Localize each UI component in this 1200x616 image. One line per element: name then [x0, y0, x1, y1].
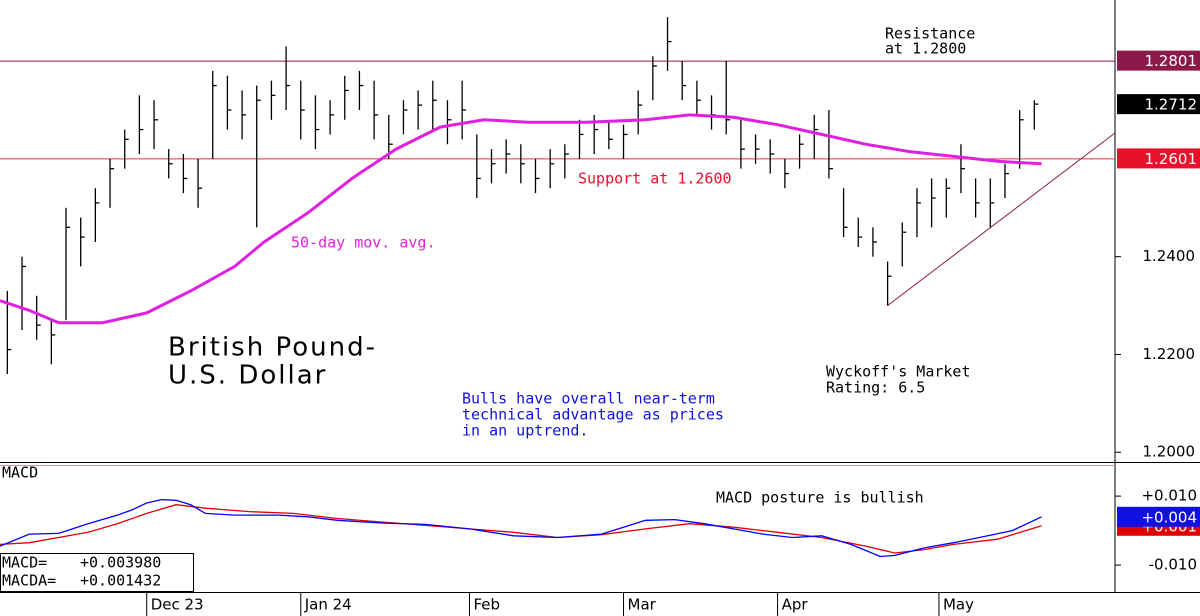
- line-series: [0, 498, 1042, 558]
- readout-label: MACDA=: [2, 572, 56, 590]
- annotation: technical advantage as prices: [462, 406, 724, 424]
- annotation: in an uptrend.: [462, 422, 588, 440]
- x-tick-label: Jan 24: [304, 596, 352, 614]
- chart-title: U.S. Dollar: [168, 361, 327, 391]
- x-tick-label: Mar: [628, 596, 657, 614]
- x-tick-label: Dec 23: [151, 596, 204, 614]
- price-tag-label: 1.2801: [1145, 52, 1198, 70]
- y-tick-label: +0.010: [1141, 487, 1197, 505]
- annotation: MACD posture is bullish: [716, 489, 924, 507]
- annotation: Wyckoff's Market: [826, 363, 971, 381]
- y-tick-label: 1.2400: [1143, 247, 1196, 265]
- annotation: Resistance: [885, 25, 975, 43]
- x-tick-label: Feb: [473, 596, 500, 614]
- x-tick-label: May: [943, 596, 974, 614]
- y-tick-label: -0.010: [1149, 556, 1197, 574]
- y-tick-label: 1.2200: [1143, 345, 1196, 363]
- line-series: [0, 504, 1042, 554]
- chart-title: British Pound-: [168, 333, 377, 363]
- x-tick-label: Apr: [782, 596, 809, 614]
- price-tag-label: 1.2712: [1145, 96, 1198, 114]
- price-tag: [1117, 50, 1200, 71]
- readout-label: MACD=: [2, 554, 47, 572]
- price-tag-label: 1.2601: [1145, 150, 1198, 168]
- panel-title: MACD: [2, 464, 38, 482]
- annotation: Support at 1.2600: [578, 170, 732, 188]
- readout-value: +0.001432: [80, 572, 161, 590]
- price-tag: [1117, 506, 1200, 527]
- annotation: Rating: 6.5: [826, 379, 925, 397]
- annotation: at 1.2800: [885, 40, 966, 58]
- annotation: 50-day mov. avg.: [291, 234, 436, 252]
- y-tick-label: 1.2000: [1143, 443, 1196, 461]
- readout-box: [0, 553, 194, 592]
- frame: [0, 0, 1200, 593]
- line-series: [0, 113, 1042, 325]
- price-tag: [1117, 94, 1200, 115]
- price-tag: [1117, 148, 1200, 169]
- trend-line: [887, 132, 1116, 306]
- readout-value: +0.003980: [80, 554, 161, 572]
- price-tag-label: +0.004: [1141, 508, 1197, 526]
- annotation: Bulls have overall near-term: [462, 390, 715, 408]
